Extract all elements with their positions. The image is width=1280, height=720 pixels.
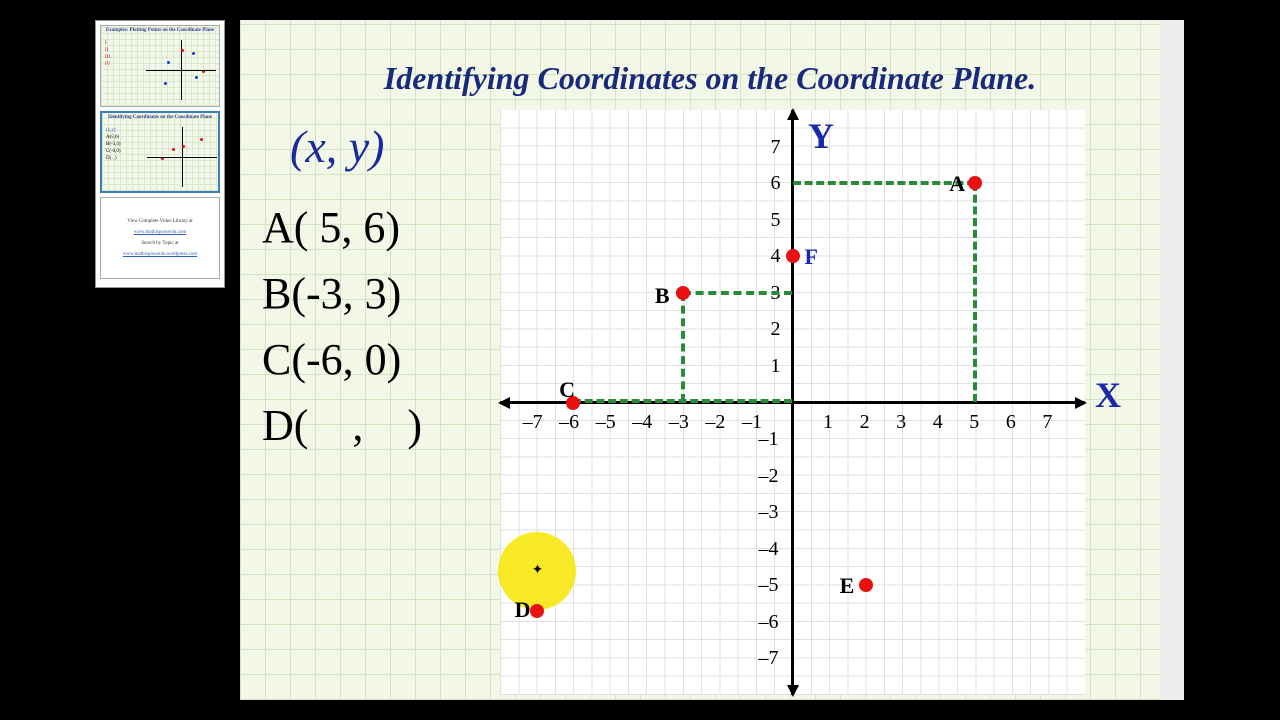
x-tick-label: –4 bbox=[632, 411, 652, 434]
arrow-down-icon bbox=[787, 685, 799, 697]
y-tick-label: 4 bbox=[771, 245, 781, 268]
y-tick-label: 7 bbox=[771, 136, 781, 159]
thumb1-title: Examples: Plotting Points on the Coordin… bbox=[105, 28, 215, 33]
y-tick-label: 1 bbox=[771, 355, 781, 378]
answer-list: A( 5, 6) B(-3, 3) C(-6, 0) D( , ) bbox=[262, 195, 422, 459]
x-tick-label: 4 bbox=[933, 411, 943, 434]
y-tick-label: –1 bbox=[759, 428, 779, 451]
thumb2-title: Identifying Coordinates on the Coordinat… bbox=[106, 115, 214, 120]
arrow-up-icon bbox=[787, 108, 799, 120]
answer-a: A( 5, 6) bbox=[262, 195, 422, 261]
y-tick-label: 6 bbox=[771, 172, 781, 195]
y-tick-label: –4 bbox=[759, 538, 779, 561]
dashed-guide bbox=[683, 291, 793, 295]
x-tick-label: 7 bbox=[1042, 411, 1052, 434]
thumbnail-1[interactable]: Examples: Plotting Points on the Coordin… bbox=[100, 25, 220, 107]
x-tick-label: 2 bbox=[860, 411, 870, 434]
x-tick-label: 3 bbox=[896, 411, 906, 434]
x-tick-label: –2 bbox=[705, 411, 725, 434]
x-axis-label: X bbox=[1095, 374, 1121, 416]
thumb2-axes bbox=[147, 127, 217, 187]
xy-notation: (x, y) bbox=[290, 120, 384, 173]
x-tick-label: –7 bbox=[523, 411, 543, 434]
thumbnail-sidebar: Examples: Plotting Points on the Coordin… bbox=[95, 20, 225, 288]
right-gutter bbox=[1160, 20, 1184, 700]
point-label-a: A bbox=[949, 171, 965, 197]
slide-title: Identifying Coordinates on the Coordinat… bbox=[300, 60, 1120, 97]
y-tick-label: 5 bbox=[771, 209, 781, 232]
point-b bbox=[676, 286, 690, 300]
point-label-b: B bbox=[655, 283, 670, 309]
point-f bbox=[786, 249, 800, 263]
point-e bbox=[859, 578, 873, 592]
x-tick-label: 5 bbox=[969, 411, 979, 434]
y-axis-label: Y bbox=[808, 115, 834, 157]
dashed-guide bbox=[573, 399, 792, 403]
thumb1-axes bbox=[146, 40, 216, 100]
thumb3-line1: View Complete Video Library at bbox=[127, 219, 192, 224]
y-tick-label: 2 bbox=[771, 318, 781, 341]
thumbnail-2[interactable]: Identifying Coordinates on the Coordinat… bbox=[100, 111, 220, 193]
y-tick-label: –6 bbox=[759, 611, 779, 634]
thumb3-link2: www.mathispower4u.wordpress.com bbox=[123, 252, 197, 257]
dashed-guide bbox=[973, 183, 977, 402]
y-tick-label: –5 bbox=[759, 574, 779, 597]
x-tick-label: –6 bbox=[559, 411, 579, 434]
main-slide: Identifying Coordinates on the Coordinat… bbox=[240, 20, 1160, 700]
thumb3-link1: www.mathispower4u.com bbox=[134, 230, 186, 235]
point-d bbox=[530, 604, 544, 618]
answer-d: D( , ) bbox=[262, 393, 422, 459]
answer-c: C(-6, 0) bbox=[262, 327, 422, 393]
point-label-c: C bbox=[559, 377, 575, 403]
point-label-e: E bbox=[840, 573, 855, 599]
point-label-f: F bbox=[805, 244, 818, 270]
coordinate-plane: Y X –7–7–6–6–5–5–4–4–3–3–2–2–1–111223344… bbox=[500, 110, 1085, 695]
x-tick-label: 1 bbox=[823, 411, 833, 434]
point-label-d: D bbox=[515, 597, 531, 623]
thumbnail-3[interactable]: View Complete Video Library at www.mathi… bbox=[100, 197, 220, 279]
arrow-right-icon bbox=[1075, 397, 1087, 409]
y-tick-label: –3 bbox=[759, 501, 779, 524]
x-tick-label: –5 bbox=[596, 411, 616, 434]
thumb3-line2: Search by Topic at bbox=[141, 241, 178, 246]
y-tick-label: –7 bbox=[759, 647, 779, 670]
dashed-guide bbox=[681, 293, 685, 403]
cursor-icon: ✦ bbox=[532, 562, 544, 579]
x-tick-label: –3 bbox=[669, 411, 689, 434]
arrow-left-icon bbox=[498, 397, 510, 409]
y-tick-label: –2 bbox=[759, 465, 779, 488]
answer-b: B(-3, 3) bbox=[262, 261, 422, 327]
dashed-guide bbox=[793, 181, 976, 185]
x-tick-label: 6 bbox=[1006, 411, 1016, 434]
